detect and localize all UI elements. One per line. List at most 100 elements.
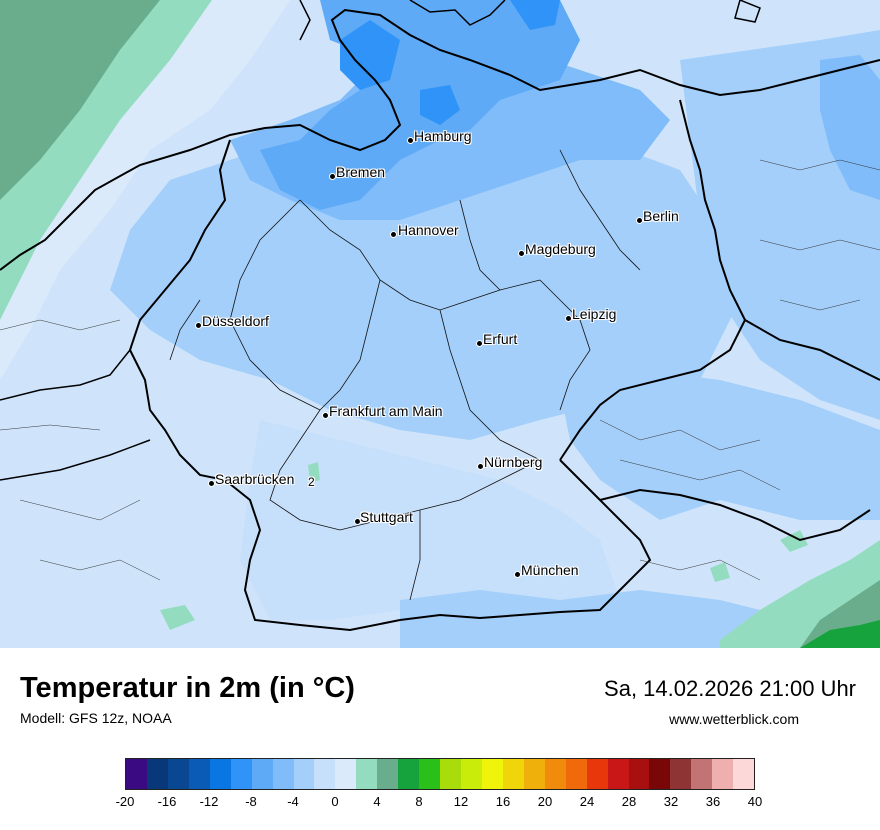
city-dot-nuernberg (477, 463, 484, 470)
temperature-map[interactable]: Hamburg Bremen Berlin Hannover Magdeburg… (0, 0, 880, 648)
city-dot-duesseldorf (195, 322, 202, 329)
border-czech (599, 488, 871, 542)
legend-swatch (188, 759, 210, 789)
legend-swatch (733, 759, 755, 789)
forecast-datetime: Sa, 14.02.2026 21:00 Uhr (604, 676, 856, 701)
website-link[interactable]: www.wetterblick.com (669, 711, 799, 727)
legend-tick-label: 8 (415, 794, 423, 809)
city-label-frankfurt[interactable]: Frankfurt am Main (329, 403, 443, 419)
city-dot-hannover (390, 231, 397, 238)
legend-tick-label: 0 (331, 794, 339, 809)
legend-swatch (628, 759, 650, 789)
legend-swatch (712, 759, 734, 789)
legend-swatch (607, 759, 629, 789)
legend-swatch (523, 759, 545, 789)
city-dot-magdeburg (518, 250, 525, 257)
city-dot-stuttgart (354, 518, 361, 525)
border-poland (744, 319, 880, 381)
legend-swatch (126, 759, 147, 789)
legend-swatch (544, 759, 566, 789)
region-borders (0, 159, 880, 581)
temperature-zone-coldest-3 (510, 0, 560, 30)
legend-swatch (314, 759, 336, 789)
city-label-hannover[interactable]: Hannover (398, 222, 459, 238)
legend-tick-label: 16 (495, 794, 511, 809)
legend-swatch (649, 759, 671, 789)
city-label-saarbruecken[interactable]: Saarbrücken (215, 471, 295, 487)
city-dot-berlin (636, 217, 643, 224)
city-label-magdeburg[interactable]: Magdeburg (525, 241, 596, 257)
temperature-spot-4 (308, 462, 320, 483)
legend-swatch (670, 759, 692, 789)
city-dot-saarbruecken (208, 480, 215, 487)
legend-tick-label: -4 (287, 794, 299, 809)
model-source: Modell: GFS 12z, NOAA (20, 710, 172, 726)
danish-isles (299, 0, 506, 41)
temperature-zone-se-green-core (800, 620, 880, 648)
legend-tick-label: -20 (115, 794, 135, 809)
legend-ticks: -20 -16 -12 -8 -4 0 4 8 12 16 20 24 28 32 36 40 (0, 794, 880, 812)
legend-swatch (691, 759, 713, 789)
city-label-nuernberg[interactable]: Nürnberg (484, 454, 543, 470)
legend-tick-label: -16 (157, 794, 177, 809)
legend-tick-label: 36 (705, 794, 721, 809)
temperature-zone-medium-e (560, 370, 880, 520)
city-label-stuttgart[interactable]: Stuttgart (360, 509, 413, 525)
map-canvas (0, 0, 880, 648)
city-label-berlin[interactable]: Berlin (643, 208, 679, 224)
contour-value-label: 2 (308, 475, 315, 489)
city-dot-erfurt (476, 340, 483, 347)
legend-swatch (502, 759, 524, 789)
temperature-spot-3 (780, 530, 808, 552)
legend-tick-label: 24 (579, 794, 595, 809)
temperature-spot-1 (160, 605, 195, 630)
map-title: Temperatur in 2m (in °C) (20, 672, 355, 704)
temperature-zone-coldest-1 (340, 20, 400, 90)
temperature-spot-2 (710, 562, 730, 582)
city-label-erfurt[interactable]: Erfurt (483, 331, 518, 347)
legend-tick-label: -8 (245, 794, 257, 809)
legend-tick-label: 40 (747, 794, 763, 809)
legend-swatch (461, 759, 482, 789)
legend-swatch (419, 759, 441, 789)
temperature-zone-medium (110, 110, 740, 440)
legend-swatch (335, 759, 357, 789)
legend-swatch (167, 759, 189, 789)
legend-swatch (565, 759, 587, 789)
legend-tick-label: 4 (373, 794, 381, 809)
city-label-duesseldorf[interactable]: Düsseldorf (202, 313, 269, 329)
temperature-zone-light-s (240, 420, 620, 620)
temperature-zone-darkgreen (0, 0, 160, 200)
legend-tick-label: 28 (621, 794, 637, 809)
legend-tick-label: 12 (453, 794, 469, 809)
state-borders (169, 149, 641, 601)
legend-swatch (251, 759, 273, 789)
border-benelux (0, 349, 151, 481)
legend-tick-label: -12 (199, 794, 219, 809)
legend-swatch (230, 759, 252, 789)
legend-swatch (146, 759, 168, 789)
info-panel: Temperatur in 2m (in °C) Modell: GFS 12z… (0, 648, 880, 830)
legend-swatch (481, 759, 503, 789)
temperature-zone-coldest-2 (420, 85, 460, 125)
legend-swatch (209, 759, 231, 789)
city-label-bremen[interactable]: Bremen (336, 164, 386, 180)
coastline (0, 8, 880, 271)
city-dot-leipzig (565, 315, 572, 322)
city-label-leipzig[interactable]: Leipzig (572, 306, 617, 322)
legend-swatch (377, 759, 399, 789)
legend-tick-label: 32 (663, 794, 679, 809)
baltic-island (734, 0, 761, 23)
legend-swatch (293, 759, 315, 789)
city-label-hamburg[interactable]: Hamburg (414, 128, 472, 144)
city-dot-hamburg (407, 137, 414, 144)
legend-swatch (586, 759, 608, 789)
legend-swatch (272, 759, 294, 789)
city-dot-frankfurt (322, 412, 329, 419)
legend-tick-label: 20 (537, 794, 553, 809)
temperature-zone-cold-east (820, 55, 880, 200)
city-dot-bremen (329, 173, 336, 180)
color-legend (125, 758, 755, 790)
city-dot-muenchen (514, 571, 521, 578)
city-label-muenchen[interactable]: München (521, 562, 579, 578)
